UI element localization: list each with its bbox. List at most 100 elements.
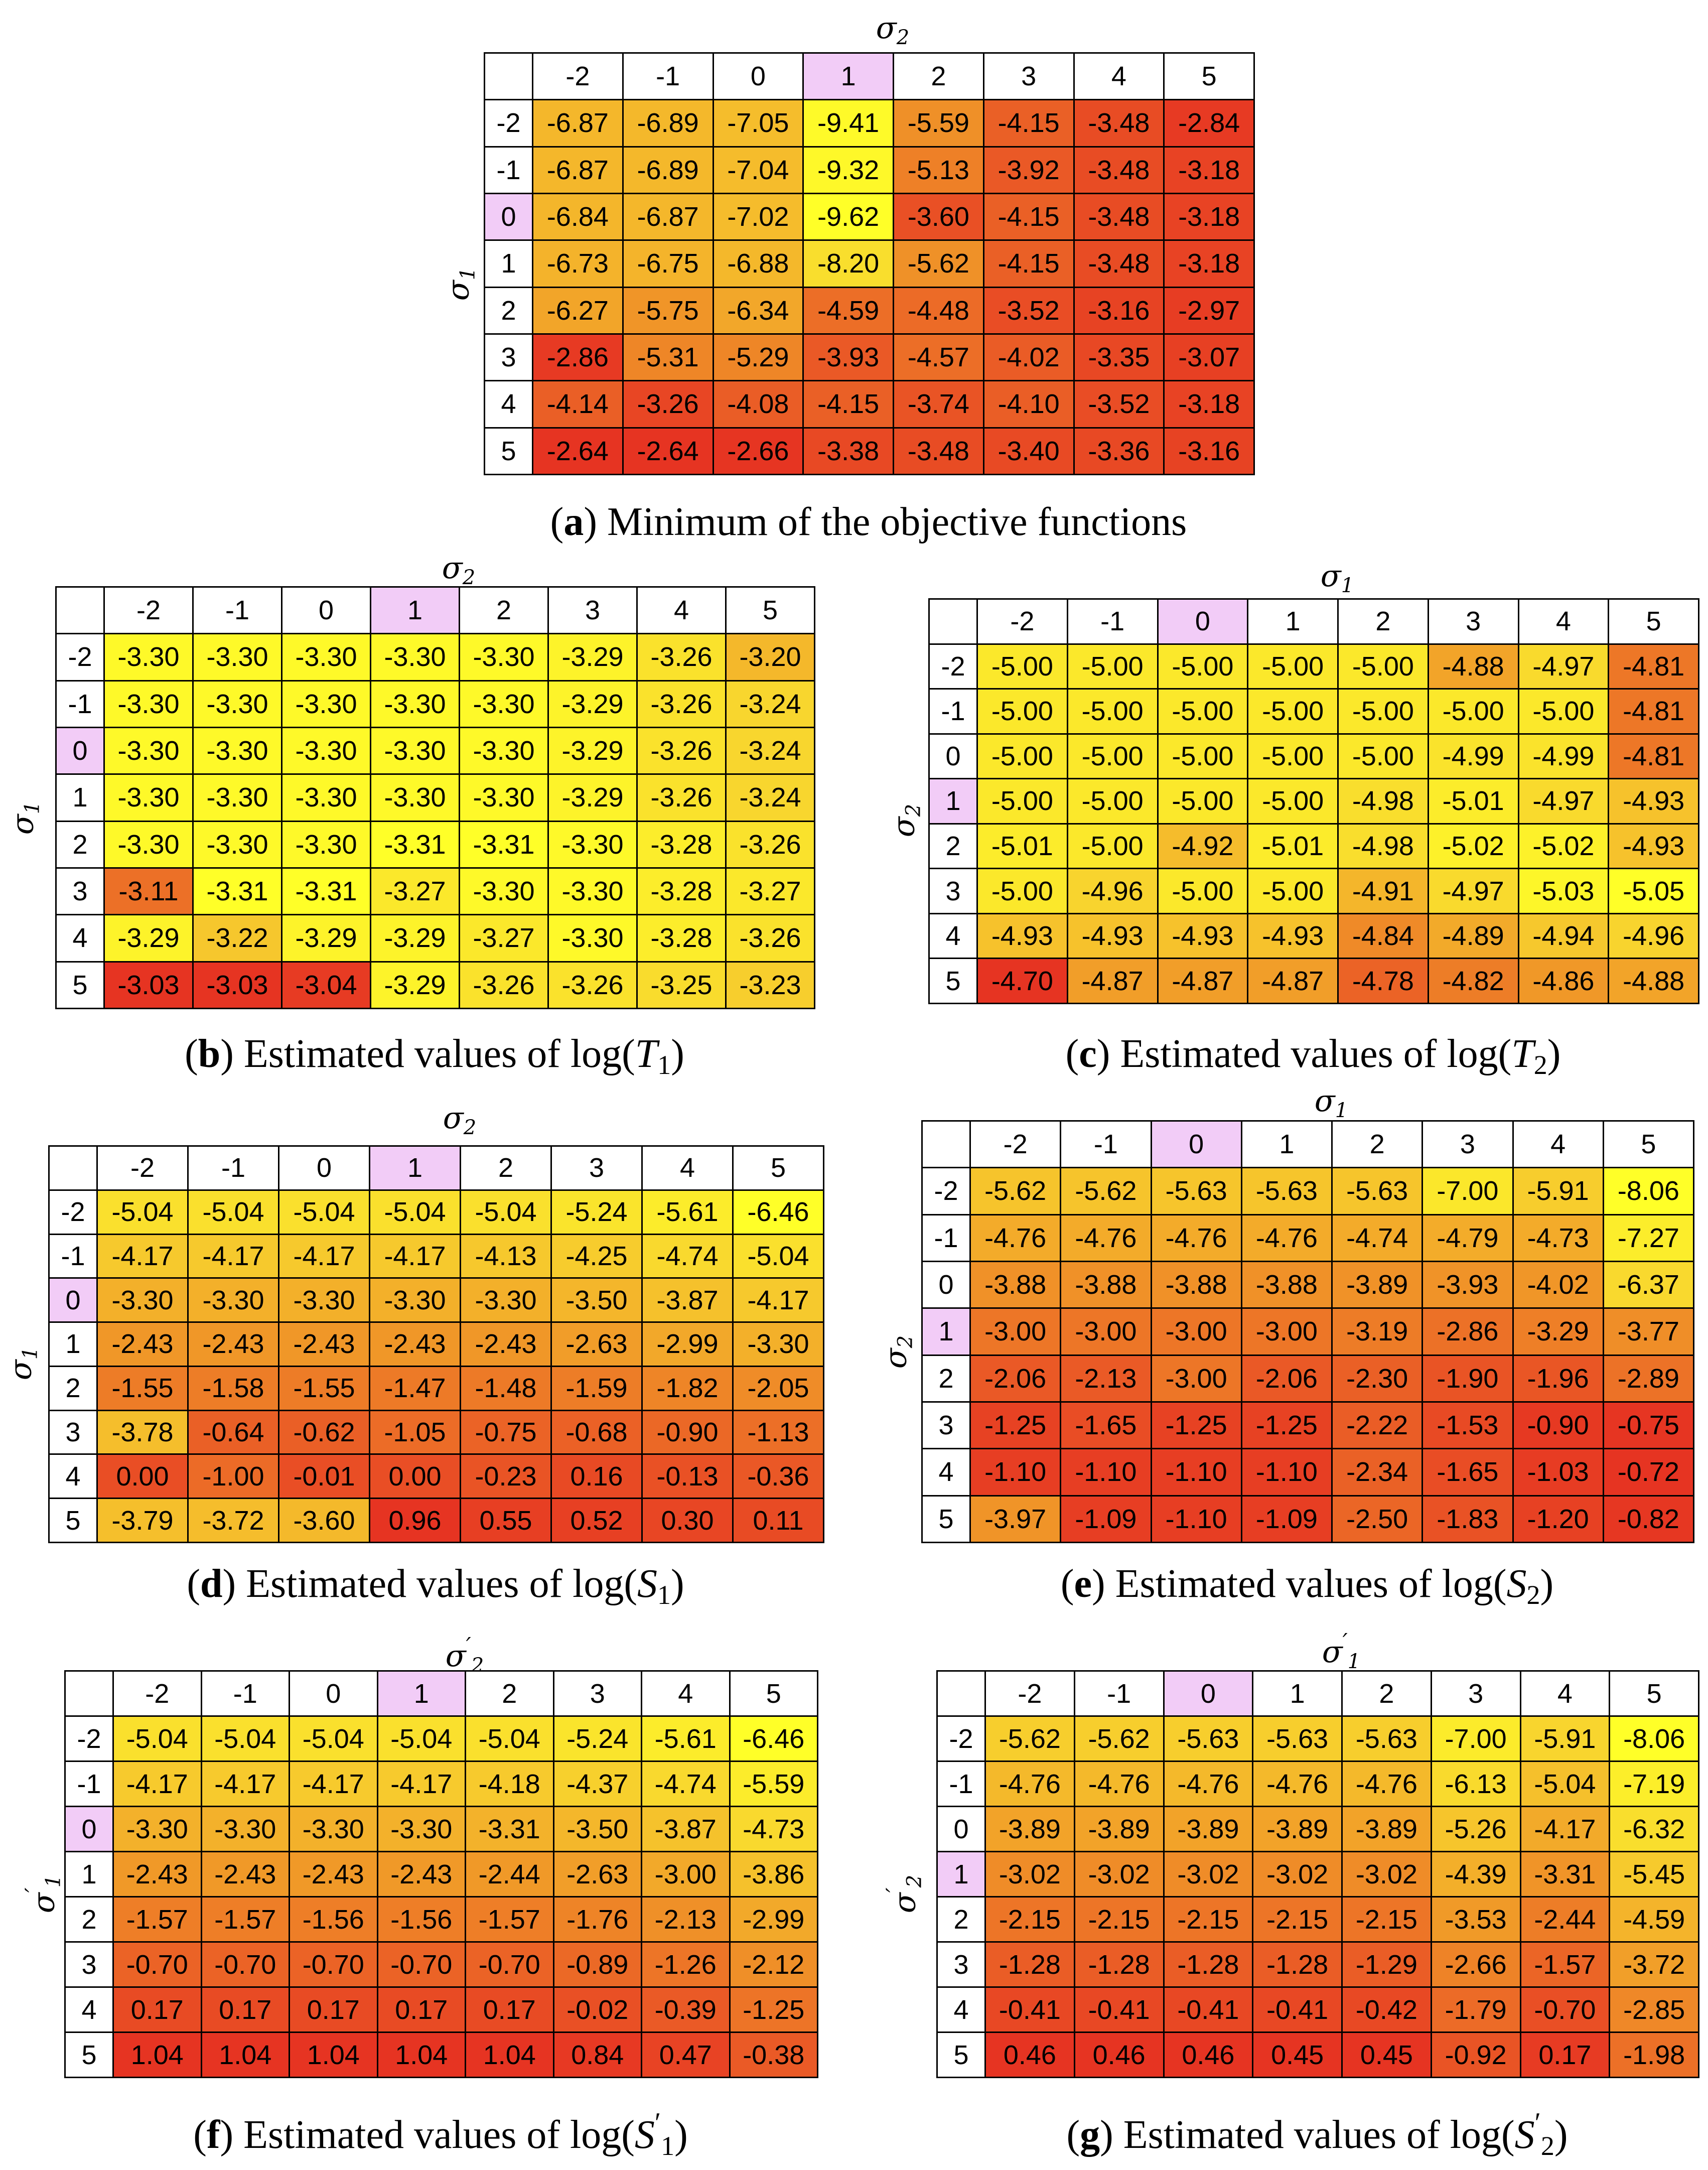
heatmap-cell: -5.63 <box>1331 1167 1424 1215</box>
heatmap-cell: -3.50 <box>550 1277 643 1323</box>
heatmap-cell: -3.26 <box>547 961 638 1009</box>
heatmap-cell: -4.97 <box>1517 643 1610 690</box>
heatmap-cell: -3.30 <box>281 633 371 682</box>
row-header: 1 <box>484 239 533 288</box>
heatmap-cell: -1.25 <box>729 1986 818 2033</box>
heatmap-cell: -3.18 <box>1163 146 1255 194</box>
heatmap-cell: -5.00 <box>1157 868 1249 914</box>
heatmap-cell: -4.10 <box>982 380 1075 429</box>
heatmap-cell: -3.30 <box>112 1806 202 1852</box>
caption-variable: S <box>1506 1562 1527 1606</box>
heatmap-cell: 0.55 <box>460 1498 552 1543</box>
heatmap-cell: -4.81 <box>1608 688 1699 735</box>
heatmap-cell: -4.87 <box>1066 958 1159 1004</box>
heatmap-cell: -1.57 <box>1519 1941 1611 1988</box>
heatmap-cell: 0.11 <box>732 1498 824 1543</box>
heatmap-cell: -3.30 <box>192 633 282 682</box>
heatmap-cell: -0.39 <box>641 1986 731 2033</box>
table-row: -1 -4.17 -4.17 -4.17 -4.17 -4.18 -4.37 -4.74 -5.… <box>64 1760 818 1807</box>
heatmap-cell: -1.57 <box>465 1896 554 1943</box>
row-header: 4 <box>55 914 105 963</box>
heatmap-cell: -4.14 <box>532 380 624 429</box>
heatmap-cell: -5.24 <box>552 1715 642 1762</box>
panel-f-top-axis-label: σ′2 <box>445 1633 484 1677</box>
heatmap-cell: -4.88 <box>1427 643 1519 690</box>
heatmap-cell: -8.06 <box>1609 1715 1699 1762</box>
column-header: 4 <box>1519 1670 1611 1717</box>
heatmap-cell: -3.02 <box>984 1851 1075 1897</box>
panel-f-left-axis-label: σ′1 <box>21 1874 65 1913</box>
heatmap-cell: -5.61 <box>641 1715 731 1762</box>
heatmap-cell: -4.76 <box>969 1213 1062 1262</box>
column-header: 1 <box>802 52 894 101</box>
heatmap-cell: -1.57 <box>200 1896 290 1943</box>
heatmap-cell: -2.13 <box>1060 1354 1152 1403</box>
heatmap-cell: -3.18 <box>1163 380 1255 429</box>
table-row: 4 -4.93 -4.93 -4.93 -4.93 -4.84 -4.89 -4.94 -4.9… <box>928 912 1699 960</box>
heatmap-cell: 0.46 <box>1073 2031 1165 2078</box>
column-header: 5 <box>1608 598 1699 645</box>
heatmap-cell: -3.30 <box>103 820 194 869</box>
heatmap-cell: -4.96 <box>1608 912 1699 960</box>
heatmap-cell: -3.30 <box>187 1277 279 1323</box>
column-header: 1 <box>376 1670 466 1717</box>
heatmap-cell: -2.89 <box>1602 1354 1695 1403</box>
heatmap-cell: -3.30 <box>281 773 371 822</box>
heatmap-cell: -4.87 <box>1247 958 1339 1004</box>
heatmap-cell: -4.81 <box>1608 643 1699 690</box>
heatmap-cell: -1.47 <box>369 1365 461 1411</box>
column-header: 3 <box>552 1670 642 1717</box>
column-header: 2 <box>1341 1670 1432 1717</box>
heatmap-cell: -0.90 <box>641 1409 734 1455</box>
heatmap-cell: -3.89 <box>1331 1260 1424 1309</box>
heatmap-cell: -3.16 <box>1163 427 1255 475</box>
row-header: 4 <box>936 1986 986 2033</box>
heatmap-cell: -2.43 <box>96 1321 189 1367</box>
table-row: -1 -4.76 -4.76 -4.76 -4.76 -4.74 -4.79 -4.73 -7.… <box>921 1213 1695 1262</box>
caption-letter: f <box>206 2113 220 2157</box>
heatmap-cell: -3.00 <box>1060 1307 1152 1356</box>
heatmap-cell: -4.15 <box>982 99 1075 148</box>
heatmap-cell: -5.63 <box>1150 1167 1242 1215</box>
heatmap-cell: -0.13 <box>641 1453 734 1500</box>
heatmap-cell: -3.31 <box>370 820 460 869</box>
heatmap-cell: -4.13 <box>460 1233 552 1279</box>
heatmap-cell: -0.64 <box>187 1409 279 1455</box>
heatmap-cell: -3.29 <box>370 914 460 963</box>
heatmap-cell: -3.88 <box>1060 1260 1152 1309</box>
heatmap-cell: -4.88 <box>1608 958 1699 1004</box>
row-header: 2 <box>484 286 533 335</box>
heatmap-cell: -4.91 <box>1337 868 1429 914</box>
heatmap-cell: -0.62 <box>278 1409 370 1455</box>
heatmap-cell: -3.30 <box>281 680 371 728</box>
heatmap-cell: -1.10 <box>1150 1448 1242 1497</box>
heatmap-cell: -3.52 <box>982 286 1075 335</box>
heatmap-cell: -6.13 <box>1430 1760 1521 1807</box>
heatmap-cell: 0.17 <box>289 1986 378 2033</box>
heatmap-cell: -1.09 <box>1060 1495 1152 1543</box>
heatmap-cell: -3.30 <box>370 680 460 728</box>
heatmap-cell: -5.62 <box>1073 1715 1165 1762</box>
column-header: 2 <box>1331 1120 1424 1169</box>
heatmap-cell: -3.31 <box>459 820 549 869</box>
column-header: 1 <box>1252 1670 1343 1717</box>
heatmap-cell: -4.93 <box>1157 912 1249 960</box>
heatmap-cell: -4.57 <box>893 333 984 382</box>
heatmap-cell: -0.70 <box>465 1941 554 1988</box>
caption-subscript: 2 <box>1526 1580 1540 1610</box>
heatmap-cell: -3.60 <box>893 192 984 241</box>
row-header: 5 <box>928 958 978 1004</box>
heatmap-cell: -5.00 <box>1066 823 1159 870</box>
row-header: 5 <box>921 1495 971 1543</box>
heatmap-cell: -2.15 <box>1163 1896 1254 1943</box>
table-row: 5 -3.03 -3.03 -3.04 -3.29 -3.26 -3.26 -3.25 -3.2… <box>55 961 815 1009</box>
heatmap-cell: -4.17 <box>200 1760 290 1807</box>
heatmap-cell: -4.59 <box>802 286 894 335</box>
heatmap-cell: -5.00 <box>1157 643 1249 690</box>
table-row: 3 -1.25 -1.65 -1.25 -1.25 -2.22 -1.53 -0.90 -0.7… <box>921 1401 1695 1450</box>
column-header: 5 <box>1602 1120 1695 1169</box>
column-header: 5 <box>725 586 815 635</box>
caption-variable: T <box>1511 1032 1534 1076</box>
heatmap-cell: -5.04 <box>289 1715 378 1762</box>
heatmap-cell: -2.43 <box>278 1321 370 1367</box>
